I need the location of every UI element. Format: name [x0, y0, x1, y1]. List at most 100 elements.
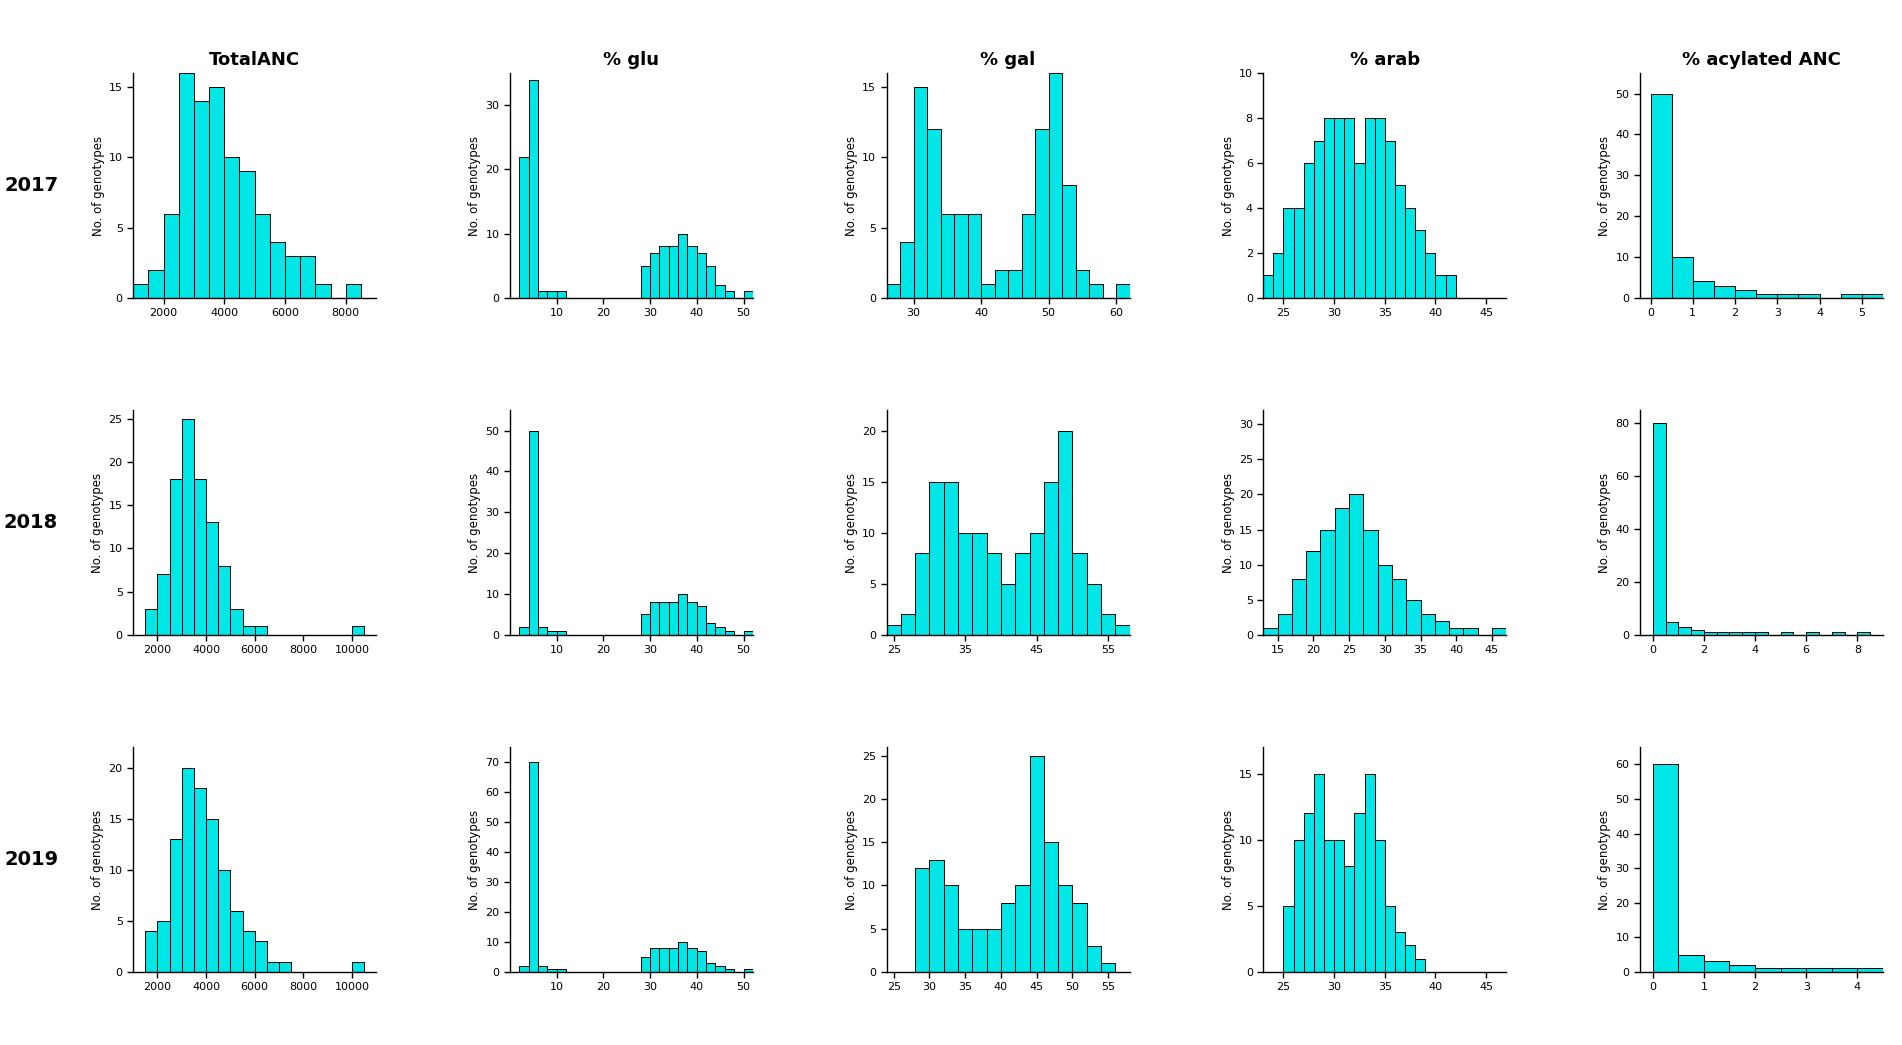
Bar — [679, 234, 687, 298]
Bar — [548, 292, 557, 298]
Bar — [687, 948, 696, 972]
Bar — [1756, 294, 1776, 298]
Bar — [1345, 118, 1354, 298]
Bar — [548, 969, 557, 972]
Bar — [243, 931, 255, 972]
Bar — [1653, 423, 1666, 634]
Bar — [725, 631, 734, 634]
Bar — [660, 948, 670, 972]
Bar — [1666, 622, 1678, 634]
Bar — [1691, 629, 1704, 634]
Bar — [1314, 773, 1324, 972]
Bar — [1385, 140, 1394, 298]
Y-axis label: No. of genotypes: No. of genotypes — [844, 472, 858, 573]
Bar — [158, 575, 169, 634]
Bar — [194, 480, 205, 634]
Bar — [1354, 163, 1364, 298]
Bar — [1735, 289, 1756, 298]
Bar — [1729, 632, 1742, 634]
Bar — [972, 533, 987, 634]
Bar — [1862, 294, 1883, 298]
Bar — [1101, 963, 1115, 972]
Bar — [1029, 756, 1044, 972]
Bar — [1263, 275, 1272, 298]
Bar — [1718, 632, 1729, 634]
Bar — [1776, 294, 1799, 298]
Bar — [1780, 632, 1794, 634]
Bar — [1016, 553, 1029, 634]
Bar — [641, 957, 650, 972]
Bar — [1029, 533, 1044, 634]
Bar — [943, 482, 959, 634]
Bar — [641, 265, 650, 298]
Bar — [1333, 118, 1345, 298]
Bar — [1434, 621, 1449, 634]
Bar — [1858, 969, 1883, 972]
Bar — [1000, 584, 1016, 634]
Bar — [1115, 625, 1130, 634]
Bar — [1436, 275, 1446, 298]
Bar — [519, 627, 529, 634]
Bar — [1385, 906, 1394, 972]
Bar — [1704, 632, 1718, 634]
Bar — [1314, 140, 1324, 298]
Bar — [285, 256, 301, 298]
Bar — [650, 253, 660, 298]
Bar — [1672, 257, 1693, 298]
Bar — [316, 284, 331, 298]
Bar — [913, 87, 926, 298]
Bar — [529, 762, 538, 972]
Bar — [687, 247, 696, 298]
Bar — [650, 948, 660, 972]
Bar — [670, 948, 679, 972]
Bar — [930, 482, 943, 634]
Bar — [1272, 253, 1284, 298]
Bar — [145, 609, 158, 634]
Bar — [1303, 813, 1314, 972]
Y-axis label: No. of genotypes: No. of genotypes — [1221, 136, 1234, 235]
Bar — [696, 253, 706, 298]
Bar — [1090, 284, 1103, 298]
Bar — [255, 942, 266, 972]
Bar — [1008, 270, 1021, 298]
Bar — [1044, 482, 1058, 634]
Bar — [1073, 903, 1086, 972]
Bar — [183, 768, 194, 972]
Bar — [179, 73, 194, 298]
Bar — [169, 839, 183, 972]
Bar — [194, 788, 205, 972]
Bar — [959, 929, 972, 972]
Bar — [1421, 613, 1434, 634]
Bar — [706, 962, 715, 972]
Title: % gal: % gal — [980, 51, 1037, 69]
Title: % glu: % glu — [603, 51, 660, 69]
Text: 2017: 2017 — [4, 176, 59, 195]
Bar — [169, 480, 183, 634]
Bar — [1446, 275, 1455, 298]
Bar — [1377, 564, 1392, 634]
Bar — [670, 602, 679, 634]
Bar — [548, 631, 557, 634]
Y-axis label: No. of genotypes: No. of genotypes — [1221, 472, 1234, 573]
Bar — [650, 602, 660, 634]
Bar — [352, 961, 363, 972]
Bar — [148, 270, 164, 298]
Bar — [1349, 494, 1364, 634]
Bar — [1278, 613, 1291, 634]
Bar — [1058, 885, 1073, 972]
Bar — [1756, 632, 1767, 634]
Bar — [1364, 530, 1377, 634]
Bar — [679, 594, 687, 634]
Bar — [538, 292, 548, 298]
Bar — [1345, 866, 1354, 972]
Bar — [1101, 614, 1115, 634]
Bar — [1116, 284, 1130, 298]
Bar — [1799, 294, 1820, 298]
Bar — [1693, 281, 1714, 298]
Bar — [902, 614, 915, 634]
Bar — [1086, 584, 1101, 634]
Bar — [1058, 431, 1073, 634]
Bar — [670, 247, 679, 298]
Bar — [915, 553, 930, 634]
Bar — [715, 285, 725, 298]
